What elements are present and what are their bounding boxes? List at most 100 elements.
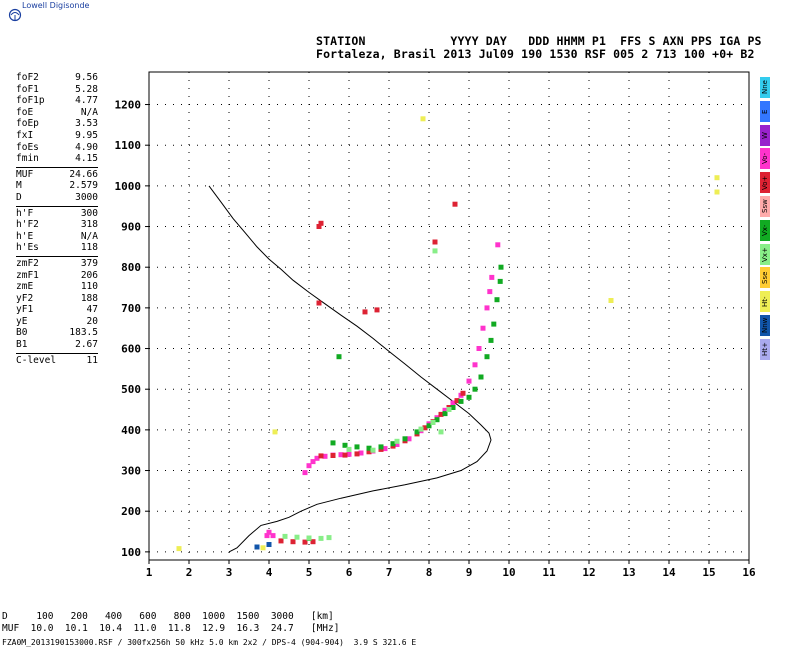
legend-item-ssw: Ssw (760, 195, 770, 217)
echo-point-vominus (487, 289, 493, 295)
params-separator (16, 205, 98, 207)
echo-point-voplus (460, 390, 466, 396)
legend-item-sse: Sse (760, 267, 770, 289)
echo-point-vxplus (438, 429, 444, 435)
param-row: foEp 3.53 (16, 118, 98, 130)
echo-point-vxplus (430, 420, 436, 425)
echo-point-vxminus (402, 436, 408, 442)
param-row: foEs 4.90 (16, 142, 98, 154)
legend-label: Ssw (761, 199, 769, 214)
echo-point-vxminus (414, 429, 420, 435)
param-row: zmF1 206 (16, 270, 98, 282)
echo-point-vxminus (342, 442, 348, 448)
x-tick-label: 14 (662, 566, 676, 579)
echo-point-vxminus (478, 374, 484, 380)
legend-item-voplus: Vo+ (760, 172, 770, 194)
echo-point-nnw (266, 542, 272, 547)
electron-density-profile-trace (208, 185, 492, 553)
echo-point-voplus (452, 201, 458, 207)
param-value: 188 (80, 292, 98, 304)
param-row: yF2 188 (16, 293, 98, 305)
param-value: 118 (80, 242, 98, 254)
y-tick-label: 1100 (115, 139, 142, 152)
param-row: zmF2 379 (16, 258, 98, 270)
echo-point-nnw (254, 544, 260, 550)
echo-point-vxminus (466, 394, 472, 400)
param-label: zmF2 (16, 257, 39, 269)
echo-point-voplus (422, 425, 428, 431)
legend-item-htplus: Ht+ (760, 338, 770, 360)
param-label: foEp (16, 118, 39, 130)
x-tick-label: 2 (186, 566, 193, 579)
param-label: B1 (16, 339, 28, 351)
param-value: 2.579 (69, 180, 98, 192)
param-value: 206 (80, 269, 98, 281)
param-label: h'F2 (16, 219, 39, 231)
param-value: 47 (86, 304, 98, 316)
muf-row: MUF 10.0 10.1 10.4 11.0 11.8 12.9 16.3 2… (2, 623, 340, 634)
param-label: yF1 (16, 304, 34, 316)
echo-point-voplus (438, 411, 444, 417)
echo-point-vominus (495, 242, 501, 248)
x-tick-label: 12 (582, 566, 595, 579)
echo-point-htminus (714, 175, 720, 181)
echo-point-vxplus (432, 248, 438, 254)
legend-item-e: E (760, 100, 770, 122)
echo-point-voplus (316, 300, 322, 306)
echo-point-voplus (330, 453, 336, 458)
echo-point-vominus (264, 533, 270, 539)
echo-point-vominus (484, 305, 490, 311)
echo-point-vxminus (442, 411, 448, 417)
param-label: foF1 (16, 83, 39, 95)
param-row: zmE 110 (16, 281, 98, 293)
y-tick-label: 700 (121, 302, 141, 315)
param-label: zmF1 (16, 269, 39, 281)
legend-item-vxplus: Vx+ (760, 243, 770, 265)
echo-point-vxplus (418, 426, 424, 432)
legend-label: Sse (761, 271, 769, 285)
echo-point-vominus (302, 470, 308, 476)
echo-point-voplus (316, 224, 322, 229)
scaled-parameters-panel: foF2 9.56 foF1 5.28 foF1p 4.77 foE N/A foEp 3.53 f… (16, 72, 98, 366)
param-label: yF2 (16, 292, 34, 304)
param-value: 20 (86, 315, 98, 327)
echo-point-vxplus (446, 407, 452, 412)
param-value: 4.15 (75, 153, 98, 165)
echo-point-vominus (466, 378, 472, 384)
echo-point-voplus (318, 453, 324, 459)
param-label: B0 (16, 327, 28, 339)
echo-point-vominus (346, 451, 352, 457)
echo-point-voplus (278, 538, 284, 544)
legend-item-vominus: Vo- (760, 148, 770, 170)
params-separator (16, 166, 98, 168)
echo-point-vominus (382, 446, 388, 452)
echo-point-vominus (358, 450, 364, 456)
param-row: fxI 9.95 (16, 130, 98, 142)
echo-point-htminus (272, 429, 278, 435)
param-value: 11 (86, 354, 98, 366)
param-value: 318 (80, 219, 98, 231)
echo-point-htminus (420, 116, 426, 122)
echo-point-vxminus (450, 405, 456, 410)
x-tick-label: 5 (306, 566, 313, 579)
param-value: N/A (80, 106, 98, 118)
echo-point-vxminus (336, 354, 342, 360)
echo-point-vominus (310, 459, 316, 465)
echo-point-vominus (394, 442, 400, 447)
echo-point-voplus (342, 452, 348, 458)
param-row: h'F2 318 (16, 219, 98, 231)
param-label: fmin (16, 153, 39, 165)
param-row: MUF 24.66 (16, 169, 98, 181)
params-separator (16, 352, 98, 354)
param-label: D (16, 191, 22, 203)
echo-point-vxminus (494, 297, 500, 303)
param-label: MUF (16, 168, 34, 180)
legend-label: Vo- (761, 153, 769, 165)
y-tick-label: 900 (121, 221, 141, 234)
echo-point-htminus (260, 545, 266, 551)
param-label: zmE (16, 281, 34, 293)
polarization-legend: Nne E W Vo- Vo+ Ssw Vx- Vx+ Sse Ht- Nnw Ht+ (760, 77, 770, 363)
echo-point-vxminus (330, 440, 336, 446)
param-label: C-level (16, 354, 57, 366)
